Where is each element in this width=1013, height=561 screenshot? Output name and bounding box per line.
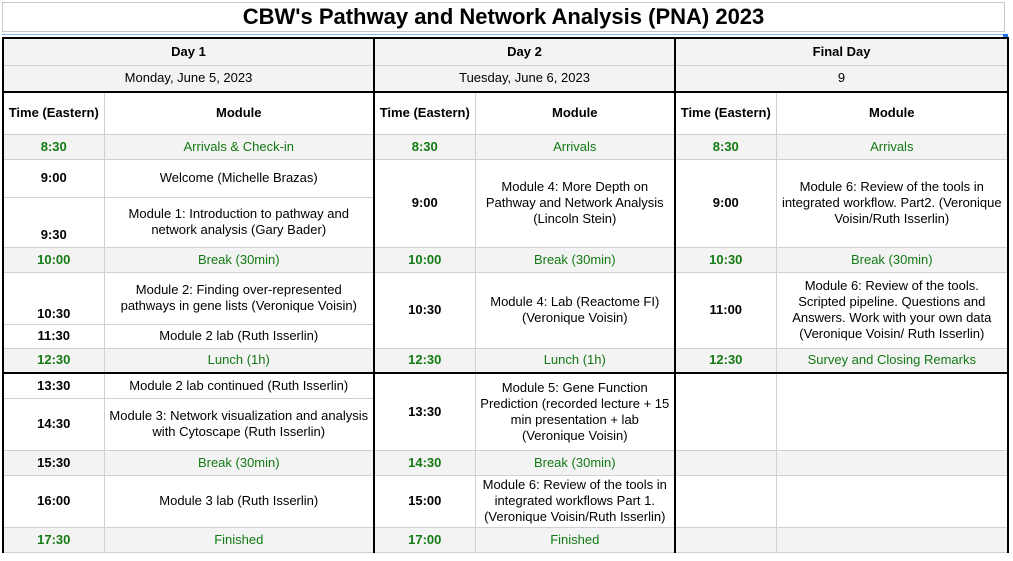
day2-time-header: Time (Eastern) [373, 91, 476, 135]
empty-cell [674, 449, 777, 476]
module-cell: Module 1: Introduction to pathway and ne… [103, 196, 375, 248]
module-cell: Module 4: More Depth on Pathway and Netw… [474, 158, 676, 248]
time-cell: 9:00 [2, 158, 105, 198]
module-cell: Welcome (Michelle Brazas) [103, 158, 375, 198]
module-cell: Arrivals [474, 133, 676, 160]
empty-cell [775, 449, 1010, 476]
module-cell: Lunch (1h) [103, 347, 375, 374]
day2-label: Day 2 [373, 37, 676, 66]
module-cell: Module 4: Lab (Reactome FI) (Veronique V… [474, 271, 676, 349]
day3-time-header: Time (Eastern) [674, 91, 777, 135]
time-cell: 15:30 [2, 449, 105, 476]
module-cell: Module 2 lab (Ruth Isserlin) [103, 323, 375, 349]
module-cell: Module 6: Review of the tools in integra… [474, 474, 676, 528]
time-cell: 15:00 [373, 474, 476, 528]
module-cell: Arrivals [775, 133, 1010, 160]
day1-label: Day 1 [1, 37, 375, 66]
module-cell: Module 6: Review of the tools. Scripted … [775, 271, 1010, 349]
time-cell: 13:30 [2, 372, 105, 399]
time-cell: 12:30 [674, 347, 777, 374]
time-cell: 14:30 [373, 449, 476, 476]
module-cell: Module 3 lab (Ruth Isserlin) [103, 474, 375, 528]
time-cell: 9:00 [674, 158, 777, 248]
time-cell: 8:30 [373, 133, 476, 160]
time-cell: 12:30 [2, 347, 105, 374]
schedule-title: CBW's Pathway and Network Analysis (PNA)… [2, 2, 1005, 32]
time-cell: 10:00 [373, 246, 476, 273]
time-cell: 12:30 [373, 347, 476, 374]
day1-module-header: Module [103, 91, 375, 135]
time-cell: 10:30 [2, 271, 105, 325]
selection-handle[interactable] [1003, 34, 1008, 39]
time-cell: 10:00 [2, 246, 105, 273]
module-cell: Break (30min) [775, 246, 1010, 273]
day2-date: Tuesday, June 6, 2023 [373, 64, 676, 93]
module-cell: Finished [474, 526, 676, 553]
empty-cell [775, 474, 1010, 528]
empty-cell [674, 526, 777, 553]
module-cell: Arrivals & Check-in [103, 133, 375, 160]
day1-time-header: Time (Eastern) [2, 91, 105, 135]
time-cell: 13:30 [373, 372, 476, 451]
time-cell: 8:30 [674, 133, 777, 160]
module-cell: Break (30min) [103, 246, 375, 273]
module-cell: Survey and Closing Remarks [775, 347, 1010, 374]
time-cell: 9:00 [373, 158, 476, 248]
empty-cell [775, 526, 1010, 553]
time-cell: 8:30 [2, 133, 105, 160]
time-cell: 17:00 [373, 526, 476, 553]
time-cell: 11:00 [674, 271, 777, 349]
empty-cell [674, 474, 777, 528]
day2-module-header: Module [474, 91, 676, 135]
module-cell: Lunch (1h) [474, 347, 676, 374]
empty-cell [775, 372, 1010, 451]
time-cell: 14:30 [2, 397, 105, 451]
day3-module-header: Module [775, 91, 1010, 135]
time-cell: 17:30 [2, 526, 105, 553]
module-cell: Finished [103, 526, 375, 553]
day3-label: Final Day [674, 37, 1010, 66]
time-cell: 10:30 [373, 271, 476, 349]
time-cell: 10:30 [674, 246, 777, 273]
day1-date: Monday, June 5, 2023 [1, 64, 375, 93]
module-cell: Module 2 lab continued (Ruth Isserlin) [103, 372, 375, 399]
module-cell: Break (30min) [474, 246, 676, 273]
module-cell: Break (30min) [103, 449, 375, 476]
selection-outline [2, 34, 1005, 35]
schedule-table: Day 1 Day 2 Final Day Monday, June 5, 20… [1, 37, 1010, 553]
time-cell: 9:30 [2, 196, 105, 248]
module-cell: Module 6: Review of the tools in integra… [775, 158, 1010, 248]
day3-date: 9 [674, 64, 1010, 93]
empty-cell [674, 372, 777, 451]
module-cell: Break (30min) [474, 449, 676, 476]
time-cell: 16:00 [2, 474, 105, 528]
module-cell: Module 5: Gene Function Prediction (reco… [474, 372, 676, 451]
module-cell: Module 2: Finding over-represented pathw… [103, 271, 375, 325]
module-cell: Module 3: Network visualization and anal… [103, 397, 375, 451]
time-cell: 11:30 [2, 323, 105, 349]
